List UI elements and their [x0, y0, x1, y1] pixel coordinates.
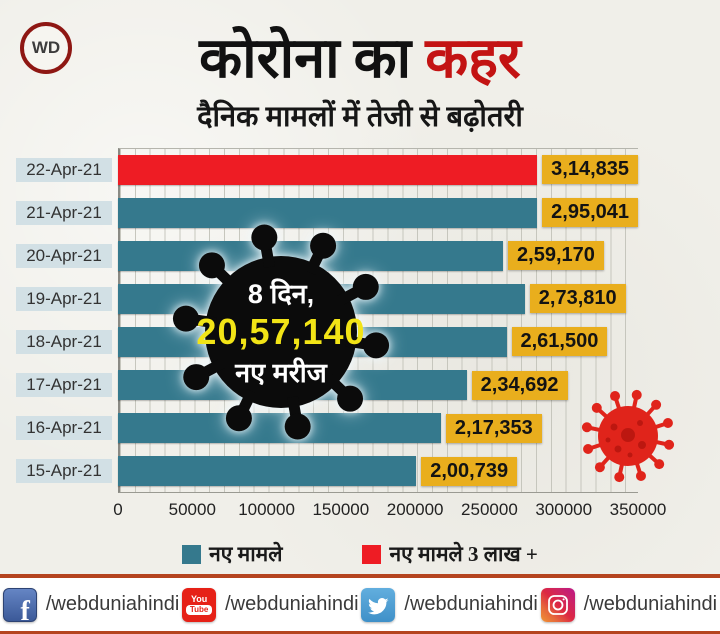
date-label: 22-Apr-21	[16, 157, 112, 182]
page-subtitle: दैनिक मामलों में तेजी से बढ़ोतरी	[197, 101, 523, 133]
chart-bar-row: 22-Apr-21 3,14,835	[16, 148, 716, 191]
instagram-icon	[540, 587, 575, 622]
date-label: 17-Apr-21	[16, 373, 112, 398]
x-tick-label: 150000	[312, 500, 370, 519]
wd-logo: WD	[20, 22, 72, 74]
legend-label: नए मामले 3 लाख +	[389, 542, 538, 566]
chart-bar-row: 16-Apr-21 2,17,353	[16, 407, 716, 450]
footer-divider	[0, 574, 720, 578]
date-label: 20-Apr-21	[16, 243, 112, 268]
value-badge: 2,17,353	[445, 413, 542, 443]
annotation-line1: 8 दिन,	[247, 279, 315, 309]
x-tick-label: 300000	[535, 500, 593, 519]
annotation-line3: नए मरीज	[235, 358, 327, 388]
x-tick-label: 250000	[461, 500, 518, 519]
bar-track: 2,00,739	[118, 456, 638, 487]
annotation-text: 8 दिन, 20,57,140 नए मरीज	[171, 222, 391, 442]
twitter-link[interactable]: /webduniahindi	[361, 587, 538, 622]
twitter-handle: /webduniahindi	[404, 593, 538, 615]
legend-item: नए मामले 3 लाख +	[362, 540, 538, 568]
instagram-link[interactable]: /webduniahindi	[540, 587, 718, 622]
bar-track: 2,95,041	[118, 197, 638, 228]
facebook-icon: f	[2, 587, 37, 627]
chart-bar-row: 15-Apr-21 2,00,739	[16, 450, 716, 493]
chart-rows: 22-Apr-21 3,14,835 21-Apr-21 2,95,041 20…	[16, 148, 716, 493]
date-label: 18-Apr-21	[16, 329, 112, 354]
value-badge: 2,00,739	[421, 456, 518, 486]
value-badge: 2,59,170	[508, 241, 604, 271]
x-tick-label: 50000	[168, 500, 216, 519]
title-red-part: कहर	[425, 28, 521, 90]
facebook-handle: /webduniahindi	[45, 593, 180, 615]
page-title: कोरोना का कहर	[0, 18, 720, 94]
legend-swatch	[182, 544, 202, 564]
value-badge: 2,61,500	[511, 327, 608, 357]
x-tick-label: 100000	[238, 500, 295, 519]
bar	[118, 197, 538, 228]
date-label: 19-Apr-21	[16, 286, 112, 311]
wd-logo-text: WD	[31, 38, 61, 57]
red-virus-icon	[581, 389, 675, 483]
date-label: 15-Apr-21	[16, 459, 112, 484]
black-virus-icon	[172, 224, 390, 440]
social-footer: f /webduniahindi You Tube /webduniahindi …	[0, 578, 720, 631]
twitter-icon	[361, 587, 396, 622]
x-tick-label: 350000	[609, 500, 667, 519]
x-axis: 0 50000 100000 150000 200000 250000 300000 3500…	[113, 500, 666, 524]
annotation-line2: 20,57,140	[196, 311, 366, 352]
youtube-icon: You Tube	[182, 587, 217, 622]
bar-track: 3,14,835	[118, 154, 638, 185]
legend-item: नए मामले	[182, 540, 282, 568]
youtube-handle: /webduniahindi	[225, 593, 359, 615]
value-badge: 2,95,041	[542, 198, 638, 228]
legend-label: नए मामले	[209, 542, 283, 566]
bar	[118, 154, 538, 185]
bar	[118, 413, 441, 444]
facebook-link[interactable]: f /webduniahindi	[2, 587, 180, 627]
date-label: 21-Apr-21	[16, 200, 112, 225]
x-tick-label: 0	[113, 500, 123, 519]
chart-legend: नए मामले नए मामले 3 लाख +	[0, 540, 720, 568]
instagram-handle: /webduniahindi	[583, 593, 718, 615]
bar	[118, 456, 417, 487]
title-black-part: कोरोना का	[199, 28, 412, 90]
bar-track: 2,17,353	[118, 413, 638, 444]
youtube-link[interactable]: You Tube /webduniahindi	[182, 587, 359, 622]
value-badge: 2,73,810	[529, 284, 626, 314]
date-label: 16-Apr-21	[16, 416, 112, 441]
chart-bar-row: 21-Apr-21 2,95,041	[16, 191, 716, 234]
legend-swatch	[362, 544, 382, 564]
value-badge: 3,14,835	[542, 155, 638, 185]
bottom-border	[0, 631, 720, 634]
x-tick-label: 200000	[386, 500, 444, 519]
value-badge: 2,34,692	[471, 370, 568, 400]
virus-annotation: 8 दिन, 20,57,140 नए मरीज	[171, 222, 391, 442]
